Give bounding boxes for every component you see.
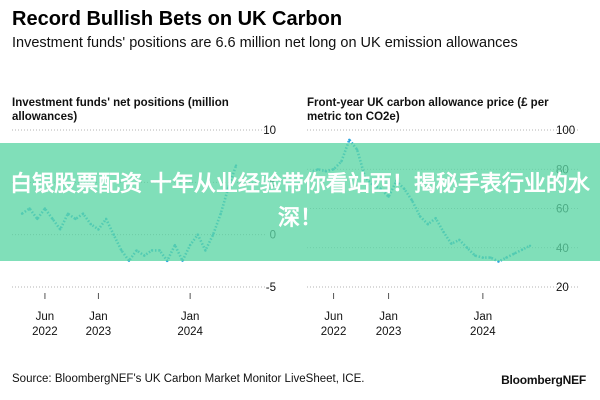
price-x-tick-label: Jan 2024 bbox=[470, 311, 496, 338]
source-note: Source: BloombergNEF's UK Carbon Market … bbox=[12, 373, 365, 385]
price-data-point bbox=[348, 138, 351, 141]
price-y-tick-label: 100 bbox=[556, 125, 575, 137]
funds-x-tick-label: Jan 2023 bbox=[86, 311, 112, 338]
chart-title: Record Bullish Bets on UK Carbon bbox=[12, 8, 343, 30]
promo-banner-text: 白银股票配资 十年从业经验带你看站西！揭秘手表行业的水深！ bbox=[10, 172, 590, 231]
brand-logo: BloombergNEF bbox=[501, 373, 586, 387]
funds-y-tick-label: 10 bbox=[263, 125, 276, 137]
funds-x-tick-label: Jun 2022 bbox=[32, 311, 58, 338]
right-panel-title: Front-year UK carbon allowance price (£ … bbox=[307, 97, 549, 123]
funds-y-tick-label: -5 bbox=[266, 282, 276, 294]
promo-banner-overlay[interactable]: 白银股票配资 十年从业经验带你看站西！揭秘手表行业的水深！ bbox=[0, 143, 600, 261]
price-x-tick-label: Jan 2023 bbox=[376, 311, 402, 338]
funds-x-tick-label: Jan 2024 bbox=[177, 311, 203, 338]
price-y-tick-label: 20 bbox=[556, 282, 569, 294]
chart-subtitle: Investment funds' positions are 6.6 mill… bbox=[12, 35, 518, 51]
price-x-tick-label: Jun 2022 bbox=[321, 311, 347, 338]
left-panel-title: Investment funds' net positions (million… bbox=[12, 97, 229, 123]
